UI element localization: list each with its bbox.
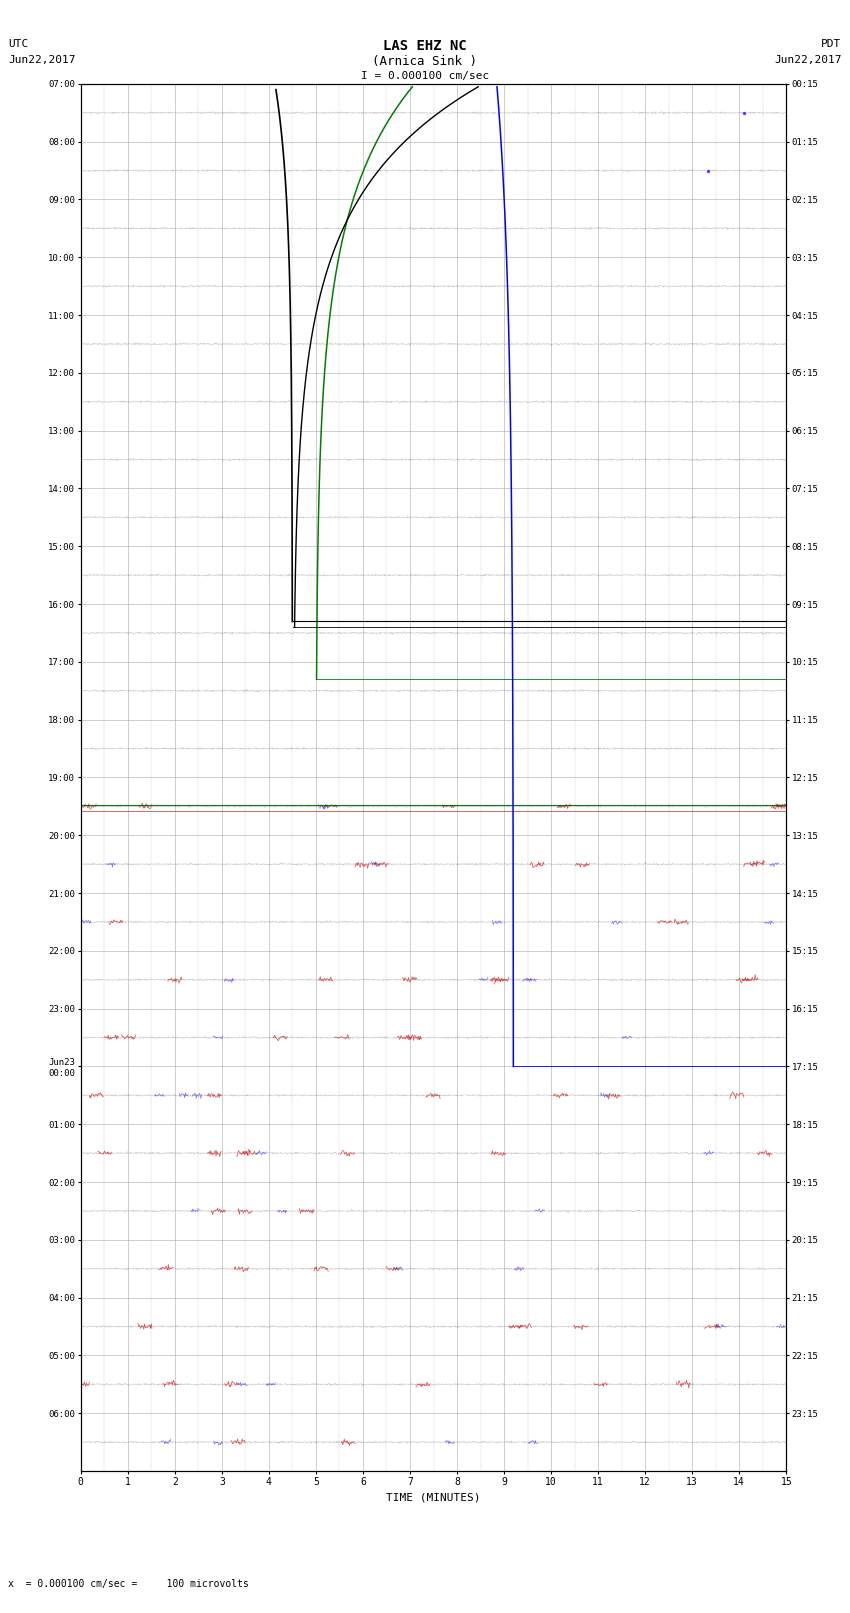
- Text: Jun22,2017: Jun22,2017: [774, 55, 842, 65]
- Text: LAS EHZ NC: LAS EHZ NC: [383, 39, 467, 53]
- Text: I = 0.000100 cm/sec: I = 0.000100 cm/sec: [361, 71, 489, 81]
- X-axis label: TIME (MINUTES): TIME (MINUTES): [386, 1492, 481, 1502]
- Text: (Arnica Sink ): (Arnica Sink ): [372, 55, 478, 68]
- Text: PDT: PDT: [821, 39, 842, 48]
- Text: UTC: UTC: [8, 39, 29, 48]
- Text: x  = 0.000100 cm/sec =     100 microvolts: x = 0.000100 cm/sec = 100 microvolts: [8, 1579, 249, 1589]
- Text: Jun22,2017: Jun22,2017: [8, 55, 76, 65]
